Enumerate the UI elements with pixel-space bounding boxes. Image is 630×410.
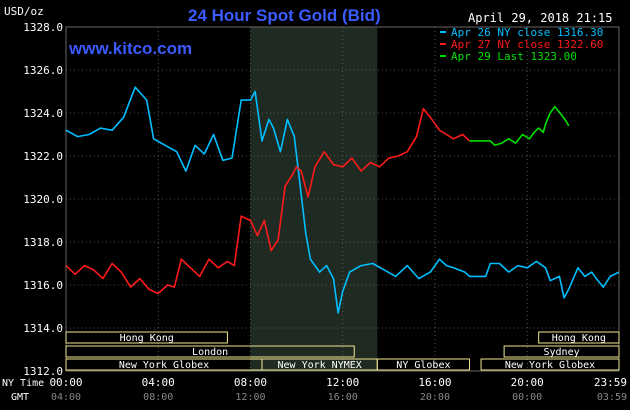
y-tick-label: 1322.0 xyxy=(23,150,63,163)
y-tick-label: 1316.0 xyxy=(23,279,63,292)
y-tick-label: 1320.0 xyxy=(23,193,63,206)
x-tick-gmt: 00:00 xyxy=(512,392,542,403)
x-axis-ticks: 00:00 04:00 04:00 08:00 08:00 12:00 12:00 16:00… xyxy=(49,376,627,403)
market-session-label: New York Globex xyxy=(119,360,209,371)
market-session-box xyxy=(376,358,471,371)
market-session-label: London xyxy=(192,347,228,358)
series-line-1 xyxy=(65,86,620,314)
x-tick-gmt: 04:00 xyxy=(51,392,81,403)
x-tick-ny: 16:00 xyxy=(418,376,451,389)
grid-lines xyxy=(65,26,620,372)
plot-frame xyxy=(65,26,620,372)
x-tick-gmt: 20:00 xyxy=(420,392,450,403)
market-session-box xyxy=(480,358,620,371)
y-axis-ticks: 1328.0 1326.0 1324.0 1322.0 1320.0 1318.0 1316… xyxy=(23,21,63,378)
market-session-box xyxy=(65,345,355,358)
x-tick-ny: 00:00 xyxy=(49,376,82,389)
x-tick-ny: 04:00 xyxy=(142,376,175,389)
timestamp: April 29, 2018 21:15 xyxy=(468,11,613,25)
market-session-box xyxy=(503,345,620,358)
market-session-label: Sydney xyxy=(543,347,579,358)
market-session-label: New York Globex xyxy=(505,360,595,371)
market-session-label: Hong Kong xyxy=(120,333,174,344)
y-tick-label: 1324.0 xyxy=(23,107,63,120)
market-session-box xyxy=(538,331,620,344)
x-tick-gmt: 03:59 xyxy=(597,392,627,403)
y-tick-label: 1312.0 xyxy=(23,365,63,378)
series-line-2 xyxy=(65,107,471,295)
x-tick-ny: 20:00 xyxy=(511,376,544,389)
x-tick-gmt: 12:00 xyxy=(235,392,265,403)
unit-label: USD/oz xyxy=(4,5,44,18)
x-tick-ny: 23:59 xyxy=(594,376,627,389)
ny-time-label: NY Time xyxy=(2,378,44,389)
x-tick-ny: 08:00 xyxy=(234,376,267,389)
market-session-label: NY Globex xyxy=(396,360,450,371)
y-tick-label: 1326.0 xyxy=(23,64,63,77)
gmt-label: GMT xyxy=(11,392,29,403)
y-tick-label: 1318.0 xyxy=(23,236,63,249)
y-tick-label: 1328.0 xyxy=(23,21,63,34)
market-session-label: Hong Kong xyxy=(552,333,606,344)
market-session-box xyxy=(65,331,228,344)
market-sessions: Hong Kong London New York Globex New York N… xyxy=(65,331,620,371)
price-series xyxy=(65,86,620,314)
legend-entry: Apr 26 NY close 1316.30 xyxy=(451,26,603,39)
series-line-3 xyxy=(469,105,570,147)
y-tick-label: 1314.0 xyxy=(23,322,63,335)
ny-session-shade xyxy=(250,27,378,371)
legend-entry: Apr 29 Last 1323.00 xyxy=(451,50,577,63)
x-tick-gmt: 16:00 xyxy=(328,392,358,403)
x-tick-gmt: 08:00 xyxy=(143,392,173,403)
chart-title: 24 Hour Spot Gold (Bid) xyxy=(188,6,381,25)
market-session-label: New York NYMEX xyxy=(277,360,361,371)
legend-entry: Apr 27 NY close 1322.60 xyxy=(451,38,603,51)
x-tick-ny: 12:00 xyxy=(326,376,359,389)
watermark: www.kitco.com xyxy=(68,39,192,58)
